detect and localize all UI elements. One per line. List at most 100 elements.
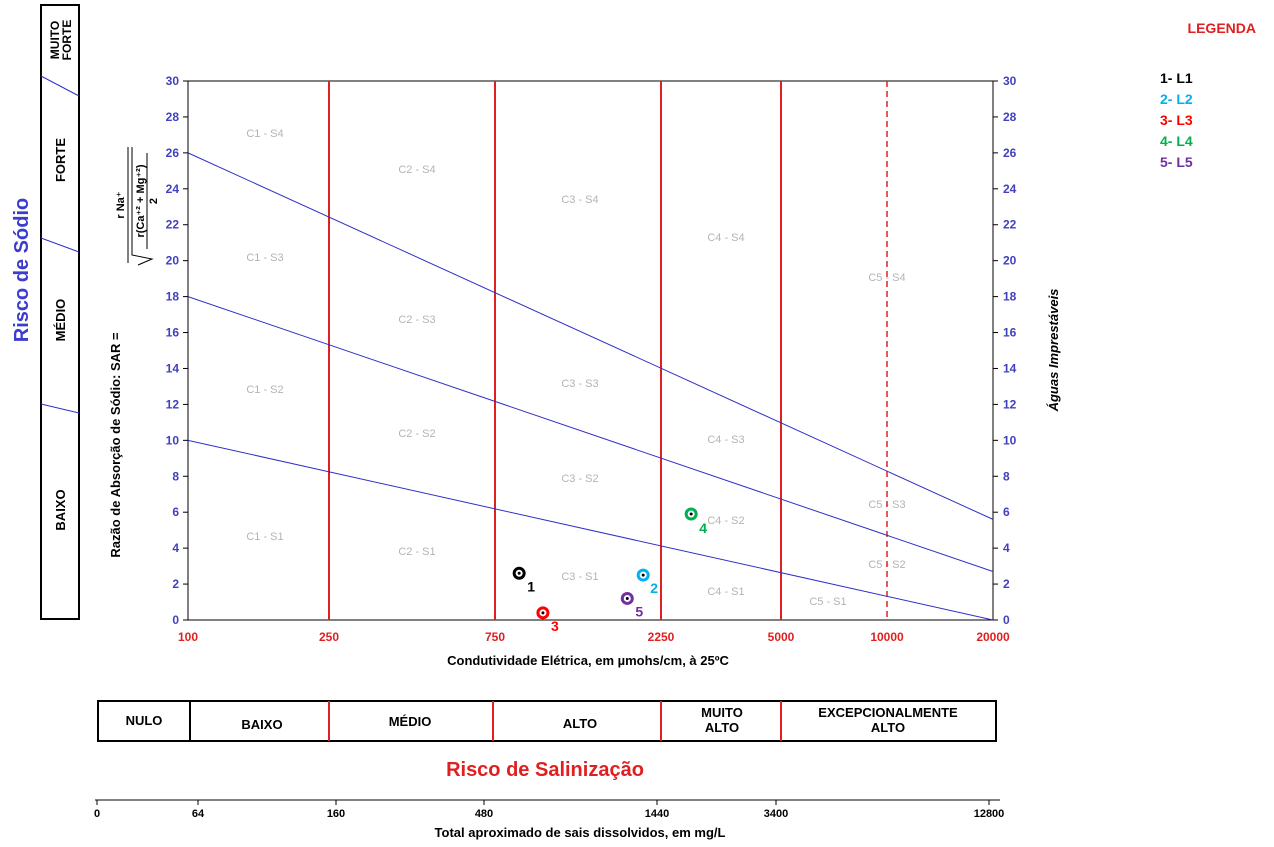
sar-formula: r Na⁺ r(Ca⁺² + Mg⁺²) 2 [115,147,160,266]
zone-label: C5 - S4 [868,272,905,284]
right-axis-label: Águas Imprestáveis [1046,289,1061,413]
legend-item: 2- L2 [1160,91,1193,107]
sar-boundary-line [187,439,994,621]
y-tick-label-right: 2 [1003,577,1010,591]
zone-label: C1 - S3 [246,252,283,264]
y-tick-label: 28 [166,110,180,124]
sodium-risk-level: MÉDIO [53,299,68,342]
data-point-center [689,512,693,516]
sodium-risk-level: FORTE [53,138,68,182]
data-point-center [625,596,629,600]
y-tick-label-right: 18 [1003,290,1017,304]
zone-label: C2 - S1 [398,546,435,558]
y-tick-label: 20 [166,254,180,268]
zone-label: C3 - S1 [561,571,598,583]
plot-frame [187,80,994,621]
x-tick-label: 750 [485,630,505,644]
zone-label: C2 - S2 [398,428,435,440]
sodium-risk-divider [40,75,80,97]
data-point-center [517,571,521,575]
zone-label: C1 - S2 [246,384,283,396]
y-tick-label: 24 [166,182,180,196]
y-tick-label: 30 [166,74,180,88]
salinity-level: ALTO [705,720,739,735]
zone-label: C1 - S4 [246,128,283,140]
y-tick-label: 6 [172,505,179,519]
data-point-label: 4 [699,520,707,536]
y-tick-label-right: 24 [1003,182,1017,196]
sodium-risk-divider [40,237,80,253]
data-point-label: 3 [551,618,559,634]
data-point-center [641,573,645,577]
zone-label: C3 - S2 [561,473,598,485]
y-tick-label-right: 8 [1003,469,1010,483]
salinity-level: NULO [126,713,163,728]
legend-title: LEGENDA [1188,20,1256,36]
zone-label: C2 - S3 [398,314,435,326]
y-tick-label-right: 14 [1003,361,1017,375]
x-tick-label: 5000 [768,630,795,644]
tds-tick-label: 3400 [764,808,788,820]
x-tick-label: 20000 [976,630,1010,644]
y-tick-label-right: 28 [1003,110,1017,124]
tds-tick-label: 160 [327,808,345,820]
x-tick-label: 2250 [648,630,675,644]
x-tick-label: 250 [319,630,339,644]
y-tick-label: 14 [166,361,180,375]
y-tick-label-right: 26 [1003,146,1017,160]
y-tick-label-right: 22 [1003,218,1017,232]
formula-divisor: 2 [148,198,160,204]
y-tick-label: 16 [166,326,180,340]
data-point-center [541,611,545,615]
x-axis-label: Condutividade Elétrica, em µmohs/cm, à 2… [447,653,729,668]
zone-label: C1 - S1 [246,531,283,543]
y-tick-label: 2 [172,577,179,591]
sodium-risk-level: MUITO [48,21,62,59]
salinity-level: ALTO [563,716,597,731]
zone-label: C4 - S2 [707,515,744,527]
zone-label: C5 - S1 [809,596,846,608]
salinity-risk-table [97,700,997,742]
salinity-level: EXCEPCIONALMENTE [818,705,958,720]
tds-scale: 0 64 160 480 1440 3400 12800 [94,800,1004,820]
y-tick-label: 22 [166,218,180,232]
y-tick-label-right: 4 [1003,541,1010,555]
data-point-label: 2 [650,580,658,596]
zone-label: C4 - S4 [707,232,744,244]
tds-tick-label: 480 [475,808,493,820]
x-tick-label: 100 [178,630,198,644]
zone-label: C3 - S4 [561,194,598,206]
zone-label: C4 - S3 [707,434,744,446]
y-tick-label-right: 12 [1003,397,1017,411]
y-tick-label: 18 [166,290,180,304]
formula-numerator: r Na⁺ [115,191,127,218]
zone-label: C3 - S3 [561,378,598,390]
tds-tick-label: 64 [192,808,205,820]
y-tick-label: 10 [166,433,180,447]
zone-label: C4 - S1 [707,586,744,598]
tds-tick-label: 1440 [645,808,669,820]
zone-label: C2 - S4 [398,164,435,176]
sodium-risk-level: FORTE [60,20,74,61]
salinity-level: MÉDIO [389,714,432,729]
y-tick-label-right: 6 [1003,505,1010,519]
sodium-risk-level: BAIXO [53,489,68,530]
salinity-level: MUITO [701,705,743,720]
salinity-level: ALTO [871,720,905,735]
tds-axis-label: Total aproximado de sais dissolvidos, em… [435,825,726,840]
y-tick-label: 8 [172,469,179,483]
y-tick-label-right: 0 [1003,613,1010,627]
y-tick-label-right: 30 [1003,74,1017,88]
sar-boundary-line [187,296,994,572]
y-tick-label: 26 [166,146,180,160]
x-tick-label: 10000 [870,630,904,644]
y-tick-label: 12 [166,397,180,411]
sodium-risk-box [40,4,80,620]
plot-area: C1 - S4 C1 - S3 C1 - S2 C1 - S1 C2 - S4 C2 - … [166,74,1017,644]
y-axis-label: Razão de Absorção de Sódio: SAR = [108,332,123,558]
sodium-risk-divider [40,403,80,414]
legend-item: 5- L5 [1160,154,1193,170]
legend-item: 1- L1 [1160,70,1193,86]
data-point-label: 1 [527,578,535,594]
